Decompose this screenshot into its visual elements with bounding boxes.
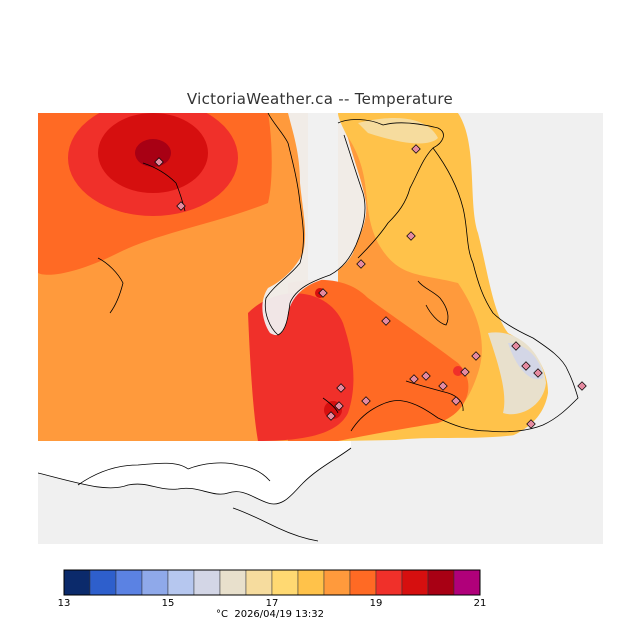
station-marker <box>533 368 543 378</box>
legend-bin <box>297 569 325 596</box>
station-marker <box>406 231 416 241</box>
station-marker <box>356 259 366 269</box>
station-marker <box>326 411 336 421</box>
station-marker <box>526 419 536 429</box>
legend-bin <box>219 569 247 596</box>
legend-bin <box>63 569 91 596</box>
station-marker <box>154 157 164 167</box>
timestamp: 2026/04/19 13:32 <box>234 609 324 620</box>
unit-label: °C <box>216 609 228 620</box>
station-marker <box>451 396 461 406</box>
station-marker <box>438 381 448 391</box>
station-marker <box>521 361 531 371</box>
legend-bin <box>245 569 273 596</box>
legend-tick: 15 <box>161 598 175 609</box>
legend-tick: 17 <box>265 598 279 609</box>
station-marker <box>176 201 186 211</box>
legend-bin <box>271 569 299 596</box>
legend-footer: °C 2026/04/19 13:32 <box>0 609 540 620</box>
station-marker <box>421 371 431 381</box>
legend-bin <box>89 569 117 596</box>
station-marker <box>471 351 481 361</box>
legend-bin <box>375 569 403 596</box>
legend-bin <box>115 569 143 596</box>
west-temperature-field <box>38 113 308 441</box>
station-marker <box>577 381 587 391</box>
legend-bins <box>63 569 481 596</box>
station-marker <box>361 396 371 406</box>
temperature-map <box>38 113 603 544</box>
station-marker <box>409 374 419 384</box>
station-marker <box>411 144 421 154</box>
station-marker <box>381 316 391 326</box>
legend-tick: 21 <box>473 598 487 609</box>
station-marker <box>318 288 328 298</box>
legend-bin <box>453 569 481 596</box>
legend-bin <box>193 569 221 596</box>
legend-bin <box>141 569 169 596</box>
weather-stations <box>154 144 587 429</box>
legend-bin <box>401 569 429 596</box>
map-title: VictoriaWeather.ca -- Temperature <box>186 90 454 108</box>
coverage-mask <box>38 113 603 544</box>
station-marker <box>511 341 521 351</box>
station-marker <box>460 367 470 377</box>
legend-bin <box>427 569 455 596</box>
station-marker <box>334 401 344 411</box>
legend-tick: 19 <box>369 598 383 609</box>
legend-tick: 13 <box>57 598 71 609</box>
station-marker <box>336 383 346 393</box>
coastlines <box>38 113 579 542</box>
legend-bin <box>323 569 351 596</box>
legend-bin <box>167 569 195 596</box>
legend-bin <box>349 569 377 596</box>
